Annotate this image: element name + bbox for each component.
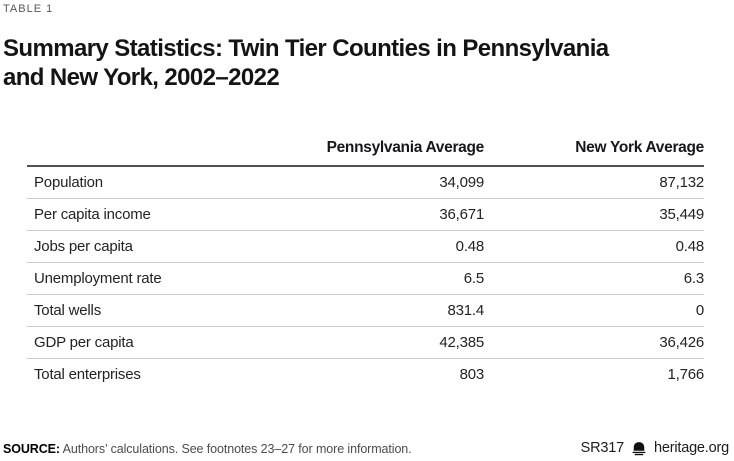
column-header-pennsylvania: Pennsylvania Average	[267, 139, 484, 167]
row-label: Jobs per capita	[27, 230, 267, 263]
header-row: Pennsylvania Average New York Average	[27, 139, 704, 167]
pa-value: 34,099	[267, 166, 484, 199]
ny-value: 6.3	[484, 262, 704, 295]
pa-value: 6.5	[267, 262, 484, 295]
site-link: heritage.org	[654, 440, 729, 456]
figure-footer: SOURCE: Authors’ calculations. See footn…	[3, 440, 729, 456]
row-label: GDP per capita	[27, 326, 267, 359]
pa-value: 831.4	[267, 294, 484, 327]
ny-value: 36,426	[484, 326, 704, 359]
table-row: Per capita income 36,671 35,449	[27, 198, 704, 231]
table-row: Unemployment rate 6.5 6.3	[27, 262, 704, 295]
pa-value: 36,671	[267, 198, 484, 231]
table-title-line2: and New York, 2002–2022	[3, 64, 280, 91]
ny-value: 35,449	[484, 198, 704, 231]
table-row: Jobs per capita 0.48 0.48	[27, 230, 704, 263]
pa-value: 42,385	[267, 326, 484, 359]
row-label: Total wells	[27, 294, 267, 327]
ny-value: 87,132	[484, 166, 704, 199]
table-title-line1: Summary Statistics: Twin Tier Counties i…	[3, 35, 609, 62]
table-title: Summary Statistics: Twin Tier Counties i…	[3, 34, 734, 92]
summary-statistics-table: Pennsylvania Average New York Average Po…	[27, 139, 704, 390]
source-label: SOURCE:	[3, 442, 60, 456]
table-row: GDP per capita 42,385 36,426	[27, 326, 704, 359]
row-label: Total enterprises	[34, 366, 141, 383]
column-header-newyork: New York Average	[484, 139, 704, 167]
table-row: Total enterprises 803 1,766	[27, 359, 704, 391]
source-note: SOURCE: Authors’ calculations. See footn…	[3, 442, 412, 456]
ny-value: 0	[484, 294, 704, 327]
table-number-label: TABLE 1	[3, 3, 54, 15]
report-id: SR317	[580, 440, 625, 456]
bell-icon	[631, 441, 647, 456]
row-label: Population	[27, 166, 267, 199]
row-label: Unemployment rate	[27, 262, 267, 295]
pa-value: 0.48	[267, 230, 484, 263]
ny-value: 0.48	[484, 230, 704, 263]
column-header-metric	[27, 139, 267, 167]
table-row: Population 34,099 87,132	[27, 166, 704, 199]
table-row: Total wells 831.4 0	[27, 294, 704, 327]
publisher-brand: SR317 heritage.org	[580, 440, 730, 456]
pa-value: 803	[459, 366, 485, 383]
source-text: Authors’ calculations. See footnotes 23–…	[59, 442, 412, 456]
ny-value: 1,766	[667, 366, 704, 383]
row-label: Per capita income	[27, 198, 267, 231]
